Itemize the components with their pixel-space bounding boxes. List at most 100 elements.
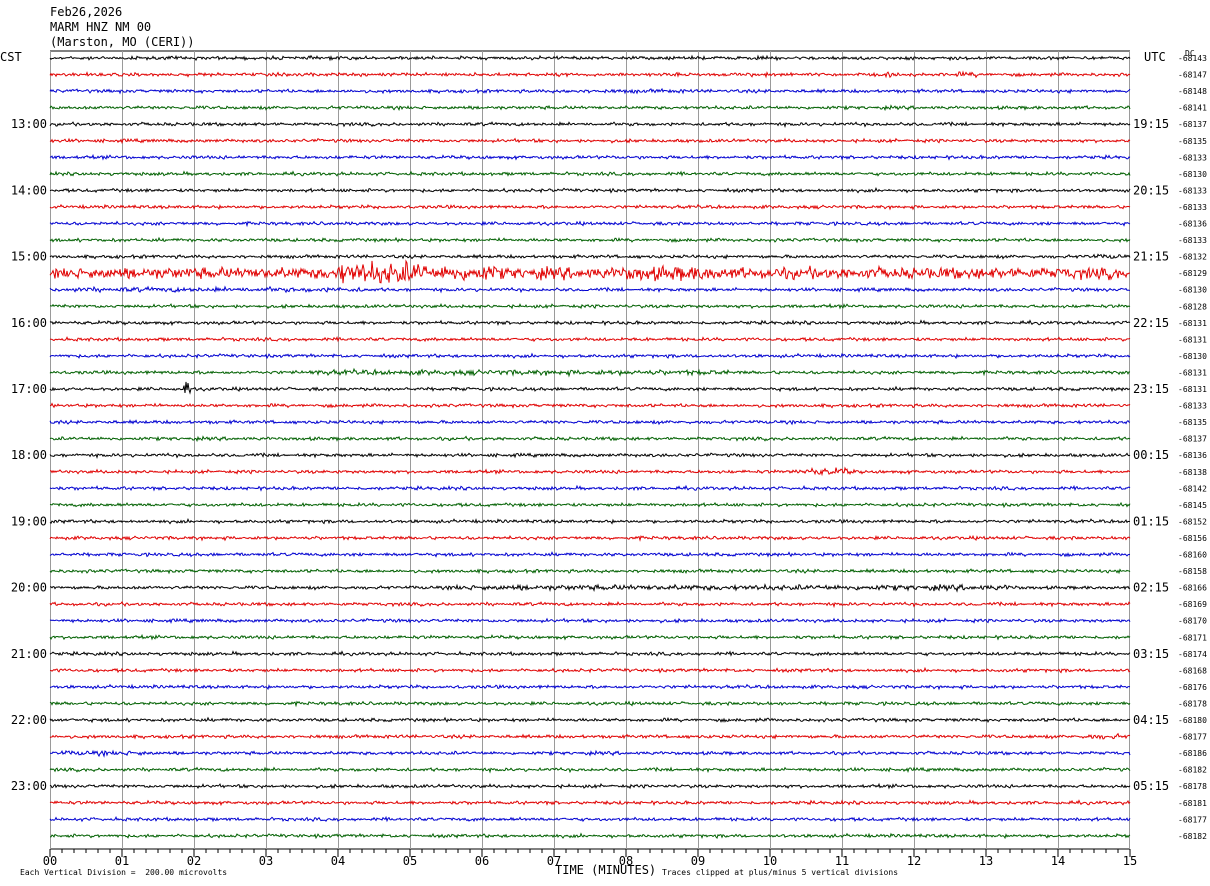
seismic-trace (49, 583, 1131, 593)
dc-offset-label: -68176 (1178, 683, 1207, 692)
seismic-trace (49, 815, 1131, 823)
dc-offset-label: -68148 (1178, 87, 1207, 96)
dc-label: DC (1185, 49, 1195, 58)
dc-offset-label: -68186 (1178, 749, 1207, 758)
footer-clip-note: Traces clipped at plus/minus 5 vertical … (662, 868, 899, 877)
utc-hour-label: 21:15 (1133, 250, 1169, 264)
right-axis-label: UTC (1144, 50, 1166, 64)
dc-offset-label: -68132 (1178, 253, 1207, 262)
dc-offset-label: -68136 (1178, 220, 1207, 229)
dc-offset-label: -68181 (1178, 799, 1207, 808)
dc-offset-label: -68131 (1178, 368, 1207, 377)
cst-hour-label: 19:00 (11, 514, 47, 528)
x-tick-label: 07 (547, 854, 561, 868)
cst-hour-label: 13:00 (11, 117, 47, 131)
x-tick-label: 14 (1051, 854, 1065, 868)
dc-offset-label: -68166 (1178, 584, 1207, 593)
dc-offset-label: -68130 (1178, 352, 1207, 361)
dc-offset-label: -68135 (1178, 137, 1207, 146)
cst-hour-label: 22:00 (11, 713, 47, 727)
dc-offset-label: -68131 (1178, 335, 1207, 344)
x-tick-label: 04 (331, 854, 345, 868)
dc-offset-label: -68133 (1178, 203, 1207, 212)
dc-offset-label: -68160 (1178, 551, 1207, 560)
seismic-trace (49, 381, 1131, 395)
utc-hour-label: 22:15 (1133, 316, 1169, 330)
seismic-trace (49, 501, 1131, 509)
dc-offset-label: -68182 (1178, 832, 1207, 841)
x-tick-label: 06 (475, 854, 489, 868)
x-tick-label: 11 (835, 854, 849, 868)
dc-offset-label: -68131 (1178, 319, 1207, 328)
seismic-trace (49, 186, 1131, 194)
cst-hour-label: 21:00 (11, 647, 47, 661)
seismic-trace (49, 220, 1131, 228)
dc-offset-label: -68158 (1178, 567, 1207, 576)
utc-hour-label: 03:15 (1133, 647, 1169, 661)
dc-offset-label: -68171 (1178, 633, 1207, 642)
dc-offset-label: -68138 (1178, 468, 1207, 477)
seismic-trace (49, 54, 1131, 62)
x-tick-label: 02 (187, 854, 201, 868)
seismic-trace (49, 137, 1131, 145)
seismic-trace (49, 302, 1131, 310)
dc-offset-label: -68143 (1178, 54, 1207, 63)
x-tick-label: 12 (907, 854, 921, 868)
dc-offset-label: -68133 (1178, 186, 1207, 195)
dc-offset-label: -68141 (1178, 104, 1207, 113)
seismic-trace (49, 732, 1131, 740)
seismic-trace (49, 567, 1131, 575)
x-axis-label: TIME (MINUTES) (555, 863, 657, 877)
seismic-trace (49, 419, 1131, 426)
dc-offset-label: -68178 (1178, 699, 1207, 708)
seismic-trace (49, 617, 1131, 625)
seismic-trace (49, 799, 1131, 807)
left-axis-label: CST (0, 50, 22, 64)
dc-offset-label: -68177 (1178, 815, 1207, 824)
seismic-trace (49, 121, 1131, 129)
seismic-trace (49, 367, 1131, 378)
utc-hour-label: 05:15 (1133, 779, 1169, 793)
seismic-trace (49, 352, 1131, 360)
cst-hour-label: 23:00 (11, 779, 47, 793)
seismic-trace (49, 484, 1131, 492)
cst-hour-label: 14:00 (11, 183, 47, 197)
dc-offset-label: -68129 (1178, 269, 1207, 278)
seismic-trace (49, 551, 1131, 558)
seismic-trace (50, 832, 1131, 840)
x-tick-label: 15 (1123, 854, 1137, 868)
x-tick-label: 05 (403, 854, 417, 868)
location-label: (Marston, MO (CERI)) (50, 35, 195, 49)
seismic-trace (49, 766, 1131, 774)
seismic-trace (49, 517, 1131, 525)
cst-hour-label: 16:00 (11, 316, 47, 330)
seismic-trace (50, 749, 1131, 758)
x-tick-label: 03 (259, 854, 273, 868)
utc-hour-label: 19:15 (1133, 117, 1169, 131)
dc-offset-label: -68168 (1178, 666, 1207, 675)
dc-offset-label: -68152 (1178, 517, 1207, 526)
dc-offset-label: -68169 (1178, 600, 1207, 609)
dc-offset-label: -68133 (1178, 153, 1207, 162)
seismic-trace (49, 336, 1131, 343)
seismic-trace (49, 236, 1131, 244)
x-tick-label: 01 (115, 854, 129, 868)
seismic-trace (49, 319, 1131, 327)
seismic-trace (49, 87, 1131, 95)
seismic-trace (49, 435, 1131, 443)
seismic-trace (49, 782, 1131, 790)
x-tick-label: 13 (979, 854, 993, 868)
seismic-trace (49, 534, 1131, 542)
dc-offset-label: -68145 (1178, 501, 1207, 510)
dc-offset-label: -68133 (1178, 236, 1207, 245)
cst-hour-label: 17:00 (11, 382, 47, 396)
x-tick-label: 09 (691, 854, 705, 868)
seismic-trace (49, 153, 1131, 161)
seismic-trace (49, 600, 1131, 609)
utc-hour-label: 04:15 (1133, 713, 1169, 727)
x-tick-label: 00 (43, 854, 57, 868)
dc-offset-label: -68177 (1178, 733, 1207, 742)
cst-hour-label: 15:00 (11, 250, 47, 264)
date-label: Feb26,2026 (50, 5, 123, 19)
